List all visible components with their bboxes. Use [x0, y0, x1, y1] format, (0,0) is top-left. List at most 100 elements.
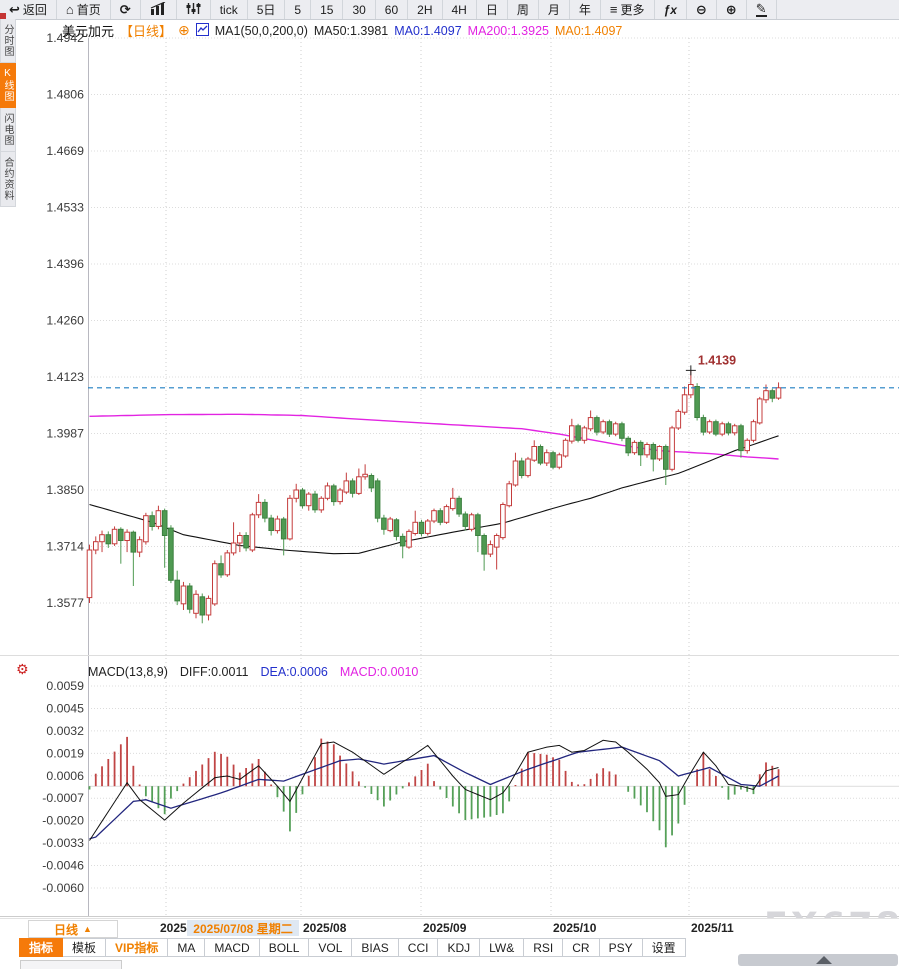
ma0-orange-value: MA0:1.4097 — [554, 23, 623, 38]
timeframe-15-button[interactable]: 15 — [311, 0, 344, 19]
refresh-icon: ⟳ — [119, 2, 131, 17]
timeframe-5d-button[interactable]: 5日 — [248, 0, 286, 19]
macd-dea-value: DEA:0.0006 — [260, 665, 328, 679]
partial-tab-box[interactable] — [20, 960, 122, 969]
refresh-button[interactable]: ⟳ — [111, 0, 141, 19]
tab-cci[interactable]: CCI — [398, 938, 439, 957]
back-icon: ↩ — [9, 2, 20, 17]
timeframe-month-button[interactable]: 月 — [539, 0, 570, 19]
svg-text:1.4123: 1.4123 — [46, 370, 84, 384]
line-chart-icon[interactable] — [195, 22, 209, 39]
timeframe-year-button[interactable]: 年 — [570, 0, 601, 19]
macd-settings-gear-icon[interactable]: ⚙ — [16, 661, 29, 677]
more-icon: ≡ — [609, 2, 618, 17]
svg-text:1.4139: 1.4139 — [698, 353, 736, 367]
sidebar-item-contract-info[interactable]: 合约资料 — [0, 152, 16, 207]
svg-text:1.3850: 1.3850 — [46, 483, 84, 497]
svg-text:1.3714: 1.3714 — [46, 540, 84, 554]
timeframe-30-button[interactable]: 30 — [343, 0, 376, 19]
x-axis-label: 2025/10 — [553, 921, 597, 935]
tab-indicators[interactable]: 指标 — [19, 938, 64, 957]
tab-vol[interactable]: VOL — [309, 938, 353, 957]
tab-bias[interactable]: BIAS — [352, 938, 399, 957]
timeframe-4h-button[interactable]: 4H — [443, 0, 477, 19]
period-selector-label: 日线 — [54, 922, 79, 937]
zoom-out-button[interactable]: ⊖ — [687, 0, 717, 19]
svg-text:-0.0033: -0.0033 — [42, 836, 84, 850]
timeframe-60-button[interactable]: 60 — [376, 0, 409, 19]
top-toolbar: ↩ 返回 ⌂ 首页 ⟳ tick 5日 5 15 30 60 2H 4H 日周月年 ≡ 更多 ƒx ⊖ ⊕ ✎ — [0, 0, 899, 20]
svg-text:0.0045: 0.0045 — [46, 701, 84, 715]
chevron-up-icon: ▲ — [83, 924, 92, 934]
zoom-in-icon: ⊕ — [725, 2, 737, 17]
x-axis-label: 2025/08 — [303, 921, 347, 935]
tab-boll[interactable]: BOLL — [259, 938, 310, 957]
ma200-value: MA200:1.3925 — [467, 23, 549, 38]
svg-text:0.0019: 0.0019 — [46, 746, 84, 760]
svg-text:0.0032: 0.0032 — [46, 724, 84, 738]
svg-text:1.3577: 1.3577 — [46, 596, 84, 610]
home-button[interactable]: ⌂ 首页 — [57, 0, 111, 19]
tab-kdj[interactable]: KDJ — [438, 938, 481, 957]
macd-macd-value: MACD:0.0010 — [339, 665, 419, 679]
red-marker — [0, 13, 6, 19]
period-selector[interactable]: 日线 ▲ — [28, 920, 118, 938]
kline-style-button[interactable] — [177, 0, 211, 19]
svg-text:-0.0060: -0.0060 — [42, 881, 84, 895]
svg-text:1.3987: 1.3987 — [46, 427, 84, 441]
zoom-in-button[interactable]: ⊕ — [717, 0, 747, 19]
indicator-tab-bar: 指标 模板 VIP指标 MA MACD BOLL VOL BIAS CCI KDJ LW& RSI CR… — [19, 938, 686, 957]
macd-header: MACD(13,8,9) DIFF:0.0011 DEA:0.0006 MACD… — [88, 665, 418, 679]
x-axis-row: 日线 ▲ 2025/07/08 星期二 2025 2025/08 2025/09 202… — [0, 918, 899, 939]
fx-indicators-button[interactable]: ƒx — [655, 0, 687, 19]
bar-chart-button[interactable] — [141, 0, 177, 19]
chart-type-sidebar: 分时图 K线图 闪电图 合约资料 — [0, 19, 16, 207]
svg-text:1.4533: 1.4533 — [46, 201, 84, 215]
bottom-scrollbar[interactable] — [738, 954, 898, 966]
timeframe-week-button[interactable]: 周 — [508, 0, 539, 19]
svg-text:1.4260: 1.4260 — [46, 314, 84, 328]
tab-rsi[interactable]: RSI — [524, 938, 564, 957]
svg-text:1.4396: 1.4396 — [46, 257, 84, 271]
tab-lw[interactable]: LW& — [480, 938, 525, 957]
timeframe-tick-button[interactable]: tick — [211, 0, 248, 19]
tab-templates[interactable]: 模板 — [63, 938, 107, 957]
tab-macd[interactable]: MACD — [205, 938, 260, 957]
home-icon: ⌂ — [65, 2, 74, 17]
timeframe-5-button[interactable]: 5 — [285, 0, 312, 19]
selected-date-label: 2025/07/08 星期二 — [187, 920, 299, 936]
svg-text:0.0059: 0.0059 — [46, 679, 84, 693]
svg-text:1.4669: 1.4669 — [46, 144, 84, 158]
svg-text:1.4806: 1.4806 — [46, 88, 84, 102]
macd-diff-value: DIFF:0.0011 — [179, 665, 249, 679]
timeframe-day-button[interactable]: 日 — [477, 0, 508, 19]
timeframe-2h-button[interactable]: 2H — [408, 0, 443, 19]
ma50-value: MA50:1.3981 — [313, 23, 389, 38]
add-to-watchlist-icon[interactable]: ⊕ — [178, 22, 190, 38]
scroll-up-triangle-icon — [816, 956, 832, 964]
svg-text:-0.0046: -0.0046 — [42, 859, 84, 873]
ma-params: MA1(50,0,200,0) — [214, 23, 308, 38]
svg-text:-0.0020: -0.0020 — [42, 814, 84, 828]
svg-text:-0.0007: -0.0007 — [42, 791, 84, 805]
tab-ma[interactable]: MA — [168, 938, 206, 957]
tab-psy[interactable]: PSY — [599, 938, 643, 957]
sidebar-item-timeshare[interactable]: 分时图 — [0, 19, 16, 63]
tab-settings[interactable]: 设置 — [642, 938, 686, 957]
chart-header: 美元加元 【日线】 ⊕ MA1(50,0,200,0) MA50:1.3981 … — [62, 21, 622, 40]
sidebar-item-lightning[interactable]: 闪电图 — [0, 108, 16, 152]
svg-text:1.4942: 1.4942 — [46, 31, 84, 45]
x-axis-label: 2025/11 — [691, 921, 734, 935]
kline-style-icon — [186, 2, 201, 17]
sidebar-item-kline[interactable]: K线图 — [0, 63, 16, 108]
svg-text:0.0006: 0.0006 — [46, 769, 84, 783]
back-button[interactable]: ↩ 返回 — [0, 0, 57, 19]
bar-chart-icon — [150, 1, 167, 17]
tab-cr[interactable]: CR — [563, 938, 600, 957]
draw-tool-button[interactable]: ✎ — [747, 0, 777, 19]
symbol-name: 美元加元 — [62, 24, 115, 39]
tab-vip-indicators[interactable]: VIP指标 — [106, 938, 169, 957]
more-button[interactable]: ≡ 更多 — [601, 0, 655, 19]
